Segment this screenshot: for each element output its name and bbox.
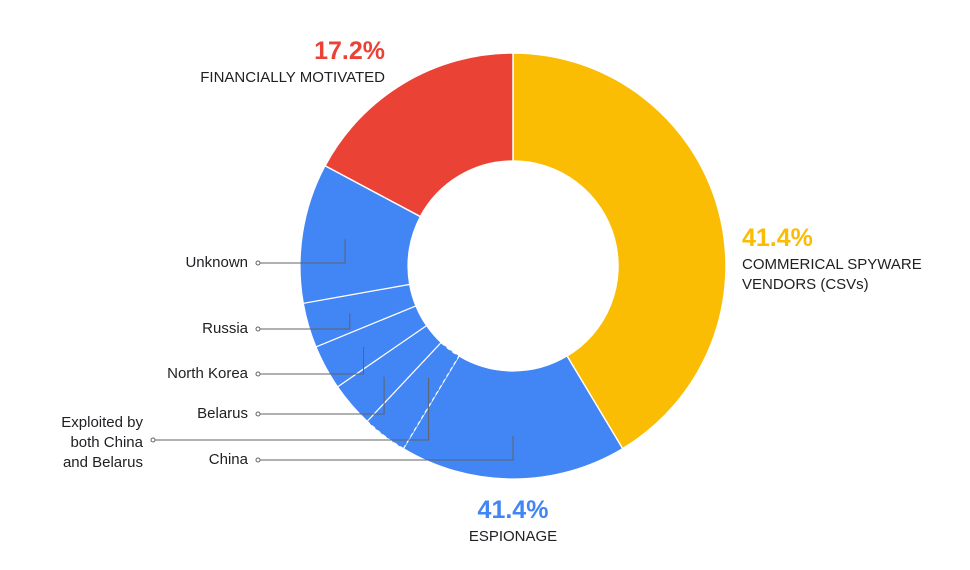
leader-dot — [150, 437, 156, 443]
donut-sub-segment — [402, 355, 624, 480]
leader-line — [258, 436, 514, 461]
leader-line — [258, 346, 365, 375]
part-label: Exploited by both China and Belarus — [61, 414, 143, 471]
segment-name: FINANCIALLY MOTIVATED — [200, 69, 385, 86]
segment-percent: 41.4% — [742, 224, 813, 252]
leader-line — [258, 313, 351, 330]
segment-name: COMMERICAL SPYWARE VENDORS (CSVs) — [742, 256, 922, 293]
donut-segment — [512, 52, 727, 450]
segment-percent: 41.4% — [477, 496, 549, 524]
part-label: Russia — [202, 320, 248, 337]
leader-line — [258, 376, 385, 415]
part-label: Belarus — [197, 405, 248, 422]
segment-name: ESPIONAGE — [468, 528, 558, 545]
leader-dot — [255, 457, 261, 463]
leader-line — [258, 239, 346, 264]
donut-segment — [324, 52, 514, 218]
segment-percent: 17.2% — [314, 37, 385, 65]
part-label: China — [208, 451, 248, 468]
part-label: Unknown — [185, 254, 248, 271]
leader-dot — [255, 411, 261, 417]
leader-dot — [255, 260, 261, 266]
leader-line — [153, 377, 430, 441]
leader-dot — [255, 326, 261, 332]
part-label: North Korea — [167, 365, 248, 382]
leader-dot — [255, 371, 261, 377]
